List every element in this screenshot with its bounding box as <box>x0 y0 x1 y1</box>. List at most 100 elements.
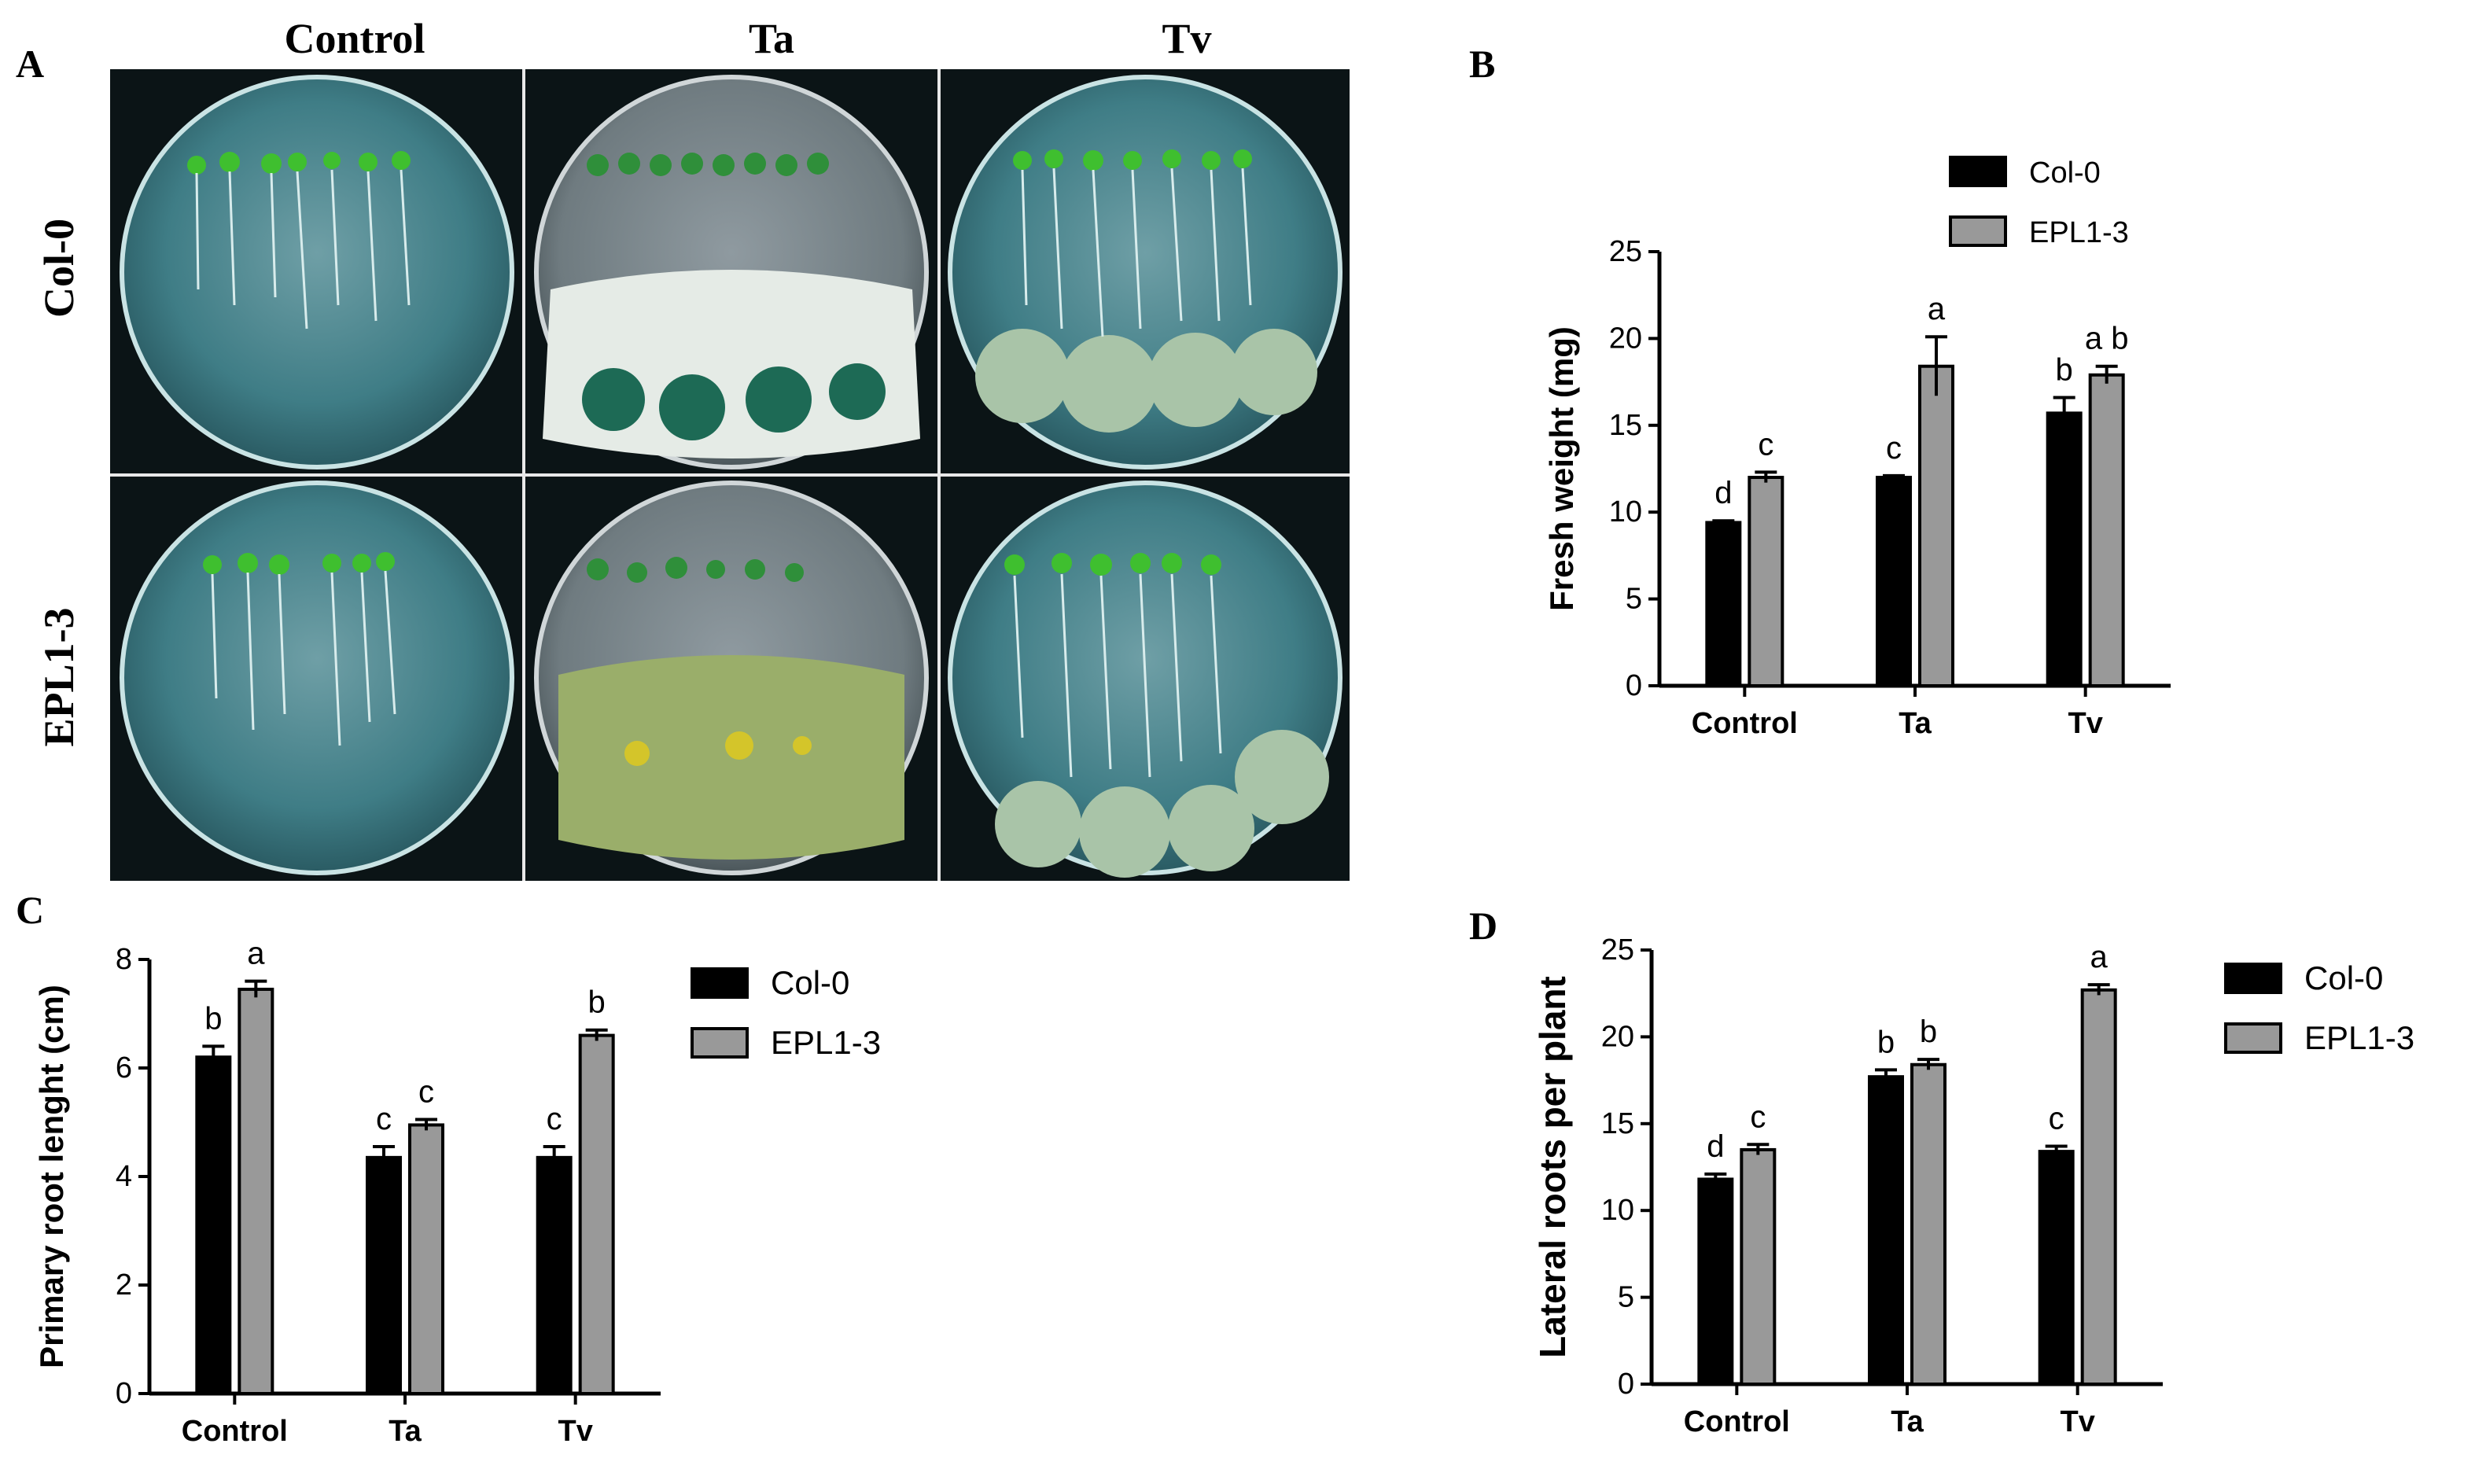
chart-d-bar-epl13 <box>1910 1062 1946 1386</box>
chart-d-bar-col0 <box>1868 1075 1904 1386</box>
chart-c-x-tick-label: Ta <box>389 1415 422 1448</box>
chart-c-legend-swatch <box>691 967 749 999</box>
chart-c-bar-col0 <box>366 1155 402 1395</box>
chart-d-bar-epl13 <box>1740 1147 1777 1386</box>
panel-letter-b: B <box>1469 42 1496 86</box>
chart-c-y-tick-label: 4 <box>116 1160 132 1193</box>
chart-b-bar-epl13 <box>2088 373 2125 687</box>
chart-d-significance-label: d <box>1707 1129 1724 1164</box>
chart-c-y-label: Primary root lenght (cm) <box>33 985 70 1368</box>
chart-d-significance-label: c <box>1750 1099 1766 1134</box>
chart-d: 0 5 10 15 20 25 Lateral roots per plant Control… <box>1532 904 2462 1475</box>
chart-c-significance-label: a <box>247 937 265 971</box>
chart-b-legend-label: Col-0 <box>2029 157 2101 190</box>
chart-d-x-tick-label: Control <box>1684 1405 1790 1438</box>
chart-c-x-tick-label: Control <box>182 1415 288 1448</box>
chart-c-y-tick-label: 2 <box>116 1269 132 1302</box>
chart-c-significance-label: c <box>547 1102 562 1136</box>
chart-c-significance-label: b <box>204 1001 222 1036</box>
chart-d-significance-label: b <box>1920 1014 1937 1049</box>
chart-c-significance-label: b <box>588 985 606 1020</box>
chart-c-bar-epl13 <box>238 987 274 1395</box>
chart-b-y-tick-label: 5 <box>1626 583 1642 616</box>
plate-photos <box>110 69 1350 881</box>
chart-d-y-label: Lateral roots per plant <box>1534 976 1573 1358</box>
chart-c-y-tick-label: 0 <box>116 1377 132 1410</box>
panel-letter-d: D <box>1469 904 1498 948</box>
chart-b: 0 5 10 15 20 25 Fresh weight (mg) Control d c Ta c a… <box>1541 142 2234 790</box>
chart-b-bar-epl13 <box>1918 364 1954 687</box>
chart-c-bar-col0 <box>195 1055 232 1395</box>
row-label-epl13: EPL1-3 <box>35 607 83 747</box>
plate-col0-control <box>120 75 514 470</box>
chart-c-bar-epl13 <box>408 1123 444 1395</box>
panel-letter-c: C <box>16 888 45 932</box>
plate-epl13-tv <box>948 481 1342 878</box>
column-label-control: Control <box>284 15 425 62</box>
chart-d-x-tick-label: Tv <box>2060 1405 2094 1438</box>
chart-d-significance-label: a <box>2090 940 2109 974</box>
chart-c-legend-swatch <box>691 1027 749 1059</box>
chart-b-y-tick-label: 20 <box>1609 322 1642 355</box>
plate-epl13-control <box>120 481 514 875</box>
chart-b-legend-swatch <box>1949 156 2007 187</box>
chart-b-y-tick-label: 10 <box>1609 495 1642 528</box>
chart-d-legend-label: EPL1-3 <box>2304 1019 2414 1056</box>
plate-photo-grid <box>110 69 1350 881</box>
chart-b-bar-col0 <box>1705 521 1742 687</box>
plate-col0-ta <box>534 75 929 470</box>
chart-d-y-tick-label: 10 <box>1601 1194 1634 1227</box>
chart-c-legend-label: EPL1-3 <box>771 1024 881 1061</box>
chart-b-bar-col0 <box>2046 411 2083 687</box>
chart-b-y-tick-label: 15 <box>1609 409 1642 442</box>
chart-b-significance-label: a b <box>2085 322 2129 356</box>
column-label-ta: Ta <box>748 15 795 62</box>
chart-b-significance-label: d <box>1714 476 1732 510</box>
chart-b-x-tick-label: Control <box>1692 707 1798 740</box>
chart-b-significance-label: b <box>2056 352 2073 387</box>
chart-c: 0 2 4 6 8 Primary root lenght (cm) Control b a Ta… <box>31 904 959 1475</box>
chart-b-y-tick-label: 25 <box>1609 235 1642 268</box>
column-label-tv: Tv <box>1162 15 1212 62</box>
chart-b-y-tick-label: 0 <box>1626 669 1642 702</box>
plate-epl13-ta <box>534 481 929 875</box>
chart-c-y-tick-label: 8 <box>116 943 132 976</box>
plate-col0-tv <box>948 75 1342 470</box>
chart-b-significance-label: a <box>1928 292 1946 326</box>
chart-b-bar-epl13 <box>1748 476 1784 687</box>
chart-c-bar-col0 <box>536 1155 573 1395</box>
chart-d-bar-col0 <box>1697 1177 1734 1386</box>
chart-c-significance-label: c <box>418 1075 434 1110</box>
chart-b-x-tick-label: Tv <box>2068 707 2102 740</box>
chart-b-legend-swatch <box>1949 215 2007 247</box>
chart-b-bar-col0 <box>1876 476 1912 687</box>
chart-d-legend-swatch <box>2224 1022 2282 1054</box>
chart-c-x-tick-label: Tv <box>558 1415 592 1448</box>
chart-d-y-tick-label: 25 <box>1601 933 1634 967</box>
chart-c-y-tick-label: 6 <box>116 1051 132 1084</box>
chart-d-bar-col0 <box>2038 1150 2075 1386</box>
chart-c-bar-epl13 <box>578 1033 615 1395</box>
chart-d-y-tick-label: 20 <box>1601 1020 1634 1053</box>
chart-c-significance-label: c <box>376 1102 392 1136</box>
chart-b-significance-label: c <box>1886 431 1902 466</box>
chart-d-significance-label: b <box>1877 1025 1895 1059</box>
chart-b-legend-label: EPL1-3 <box>2029 216 2129 249</box>
chart-c-legend-label: Col-0 <box>771 964 849 1001</box>
chart-d-y-tick-label: 15 <box>1601 1107 1634 1140</box>
row-label-col0: Col-0 <box>35 219 83 318</box>
chart-d-y-tick-label: 5 <box>1618 1281 1634 1314</box>
chart-d-x-tick-label: Ta <box>1891 1405 1924 1438</box>
chart-d-legend-swatch <box>2224 963 2282 994</box>
chart-b-significance-label: c <box>1758 427 1773 462</box>
chart-d-significance-label: c <box>2049 1102 2064 1136</box>
chart-b-y-label: Fresh weight (mg) <box>1543 326 1580 611</box>
panel-letter-a: A <box>16 42 45 86</box>
chart-b-x-tick-label: Ta <box>1899 707 1932 740</box>
chart-d-svg: 0 5 10 15 20 25 Lateral roots per plant Control… <box>1532 933 2414 1438</box>
chart-d-legend-label: Col-0 <box>2304 959 2383 996</box>
chart-d-bar-epl13 <box>2080 988 2117 1386</box>
chart-d-y-tick-label: 0 <box>1618 1368 1634 1401</box>
